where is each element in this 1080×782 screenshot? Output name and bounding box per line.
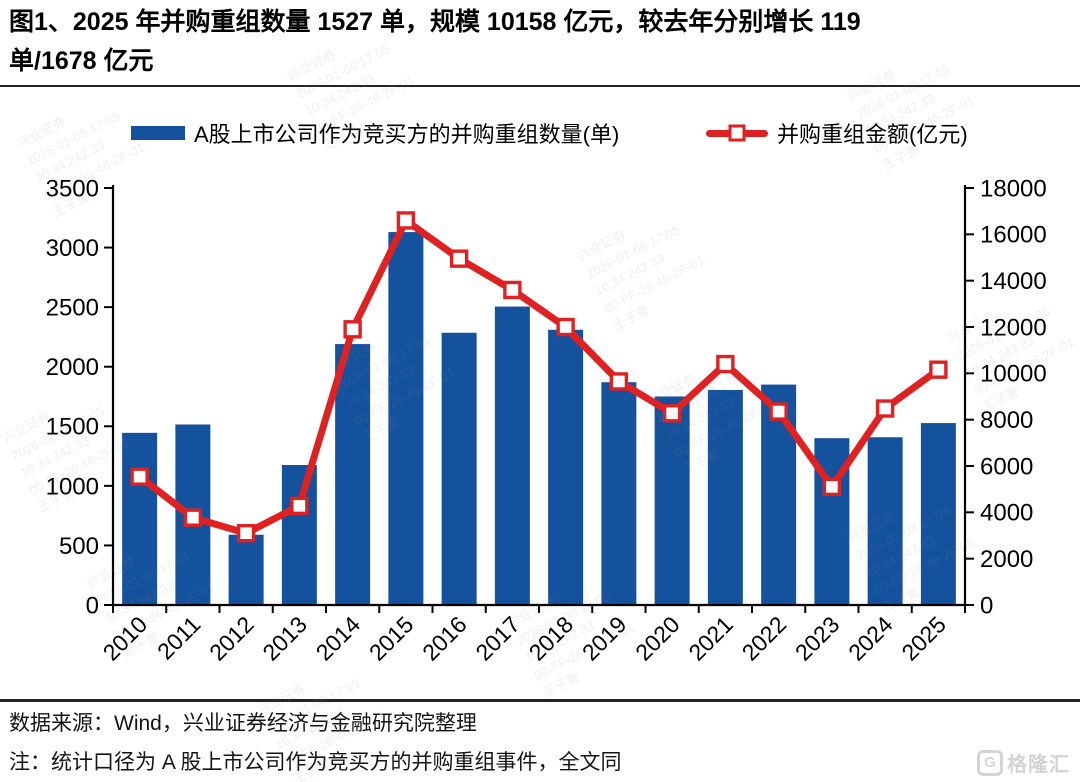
x-axis-label-2025: 2025 (896, 611, 951, 666)
right-axis-tick-label: 16000 (980, 222, 1047, 249)
right-axis-tick-label: 2000 (980, 546, 1033, 573)
left-axis-tick-label: 2000 (46, 354, 99, 381)
line-marker-2020 (662, 404, 682, 423)
right-axis-tick-label: 0 (980, 592, 993, 619)
bar-2017 (494, 306, 530, 605)
bar-2025 (920, 423, 956, 605)
bar-2021 (707, 389, 743, 605)
left-axis-tick-label: 0 (86, 592, 99, 619)
amount-line-series (136, 216, 942, 537)
bar-2022 (761, 384, 797, 605)
x-axis-label-2020: 2020 (630, 611, 685, 666)
bar-2019 (601, 382, 637, 605)
right-axis-tick-label: 10000 (980, 361, 1047, 388)
left-axis-tick-label: 1000 (46, 473, 99, 500)
combo-chart: 0 500 1000 1500 2000 2500 3000 3500 0 2000 4000 600… (46, 175, 1047, 666)
legend-item-deal-amount: 并购重组金额(亿元) (706, 119, 968, 147)
x-axis-label-2018: 2018 (524, 611, 579, 666)
bar-2015 (388, 232, 424, 605)
legend-item-deal-count: A股上市公司作为竞买方的并购重组数量(单) (131, 119, 619, 147)
bar-2012 (228, 534, 264, 605)
gelonghui-logo-icon: G (977, 749, 1003, 776)
line-marker-2019 (609, 372, 629, 391)
x-axis-label-2013: 2013 (257, 611, 312, 666)
figure-title-line1: 图1、2025 年并购重组数量 1527 单，规模 10158 亿元，较去年分别… (9, 8, 861, 36)
legend-label-deal-count: A股上市公司作为竞买方的并购重组数量(单) (194, 122, 620, 147)
x-axis-label-2017: 2017 (470, 611, 525, 666)
line-marker-2012 (236, 523, 256, 543)
line-marker-2015 (396, 211, 416, 230)
x-axis-label-2014: 2014 (311, 611, 366, 666)
left-axis-tick-label: 500 (59, 533, 99, 560)
line-marker-2013 (290, 496, 309, 516)
bar-2020 (654, 396, 690, 605)
gelonghui-logo: G 格隆汇 (977, 748, 1070, 777)
line-marker-2024 (875, 399, 895, 418)
bar-2013 (281, 465, 317, 605)
left-axis-tick-label: 1500 (46, 414, 99, 441)
line-marker-2025 (929, 360, 948, 379)
footnote: 注：统计口径为 A 股上市公司作为竞买方的并购重组事件，全文同 (9, 751, 622, 774)
right-axis-tick-label: 18000 (980, 175, 1047, 202)
legend-label-deal-amount: 并购重组金额(亿元) (777, 122, 968, 147)
left-axis-tick-label: 2500 (46, 295, 99, 322)
x-axis-label-2021: 2021 (683, 611, 738, 666)
figure-title-line2: 单/1678 亿元 (9, 47, 154, 75)
line-marker-2021 (716, 354, 735, 374)
right-axis-tick-label: 4000 (980, 500, 1033, 527)
x-axis-label-2022: 2022 (737, 611, 792, 666)
footer-divider (0, 699, 1080, 702)
line-marker-2014 (343, 320, 362, 339)
data-source: 数据来源：Wind，兴业证券经济与金融研究院整理 (9, 712, 477, 735)
x-axis-label-2023: 2023 (790, 611, 845, 666)
line-series-swatch-icon (706, 124, 768, 142)
x-axis-label-2010: 2010 (98, 611, 153, 666)
x-axis-label-2015: 2015 (364, 611, 419, 666)
right-axis-tick-label: 6000 (980, 453, 1033, 480)
bar-2024 (867, 437, 903, 605)
line-marker-2023 (822, 477, 842, 497)
bar-series-swatch-icon (131, 126, 185, 140)
bar-2016 (441, 332, 477, 605)
right-axis-tick-label: 14000 (980, 268, 1047, 295)
x-axis-label-2012: 2012 (204, 611, 259, 666)
line-marker-2016 (449, 249, 469, 268)
x-axis-label-2011: 2011 (152, 611, 205, 664)
line-marker-2022 (769, 402, 788, 421)
bar-2014 (335, 344, 371, 605)
left-axis-tick-label: 3000 (46, 235, 99, 262)
line-marker-2018 (556, 317, 575, 337)
line-marker-2017 (503, 280, 522, 300)
figure-title: 图1、2025 年并购重组数量 1527 单，规模 10158 亿元，较去年分别… (9, 3, 1071, 81)
right-axis-tick-label: 12000 (980, 314, 1047, 341)
bar-2018 (548, 329, 584, 605)
line-marker-2011 (183, 508, 203, 527)
x-axis-label-2024: 2024 (843, 611, 898, 666)
gelonghui-logo-text: 格隆汇 (1007, 754, 1070, 776)
title-divider (0, 85, 1080, 87)
left-axis-tick-label: 3500 (46, 175, 99, 202)
line-marker-icon (728, 124, 746, 142)
x-axis-label-2016: 2016 (417, 611, 472, 666)
right-axis-tick-label: 8000 (980, 407, 1033, 434)
bar-2010 (122, 432, 158, 605)
line-marker-2010 (130, 467, 149, 486)
x-axis-label-2019: 2019 (577, 611, 632, 666)
